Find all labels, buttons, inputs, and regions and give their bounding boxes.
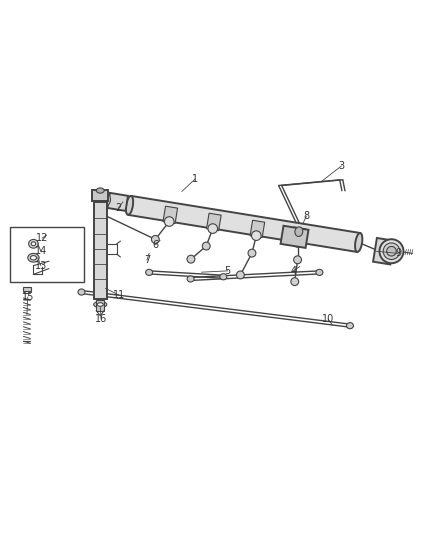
Ellipse shape [387,246,396,256]
Ellipse shape [379,239,403,263]
Ellipse shape [220,274,227,280]
Ellipse shape [101,193,110,206]
Bar [373,238,394,264]
Text: 12: 12 [36,233,48,243]
Ellipse shape [96,188,104,193]
Text: 10: 10 [322,314,334,324]
Bar [107,193,128,211]
Ellipse shape [97,303,103,306]
Ellipse shape [30,256,36,260]
Ellipse shape [383,243,400,260]
Ellipse shape [202,242,210,250]
Text: 2: 2 [116,203,122,213]
Ellipse shape [293,238,302,247]
Text: 14: 14 [35,246,47,256]
Bar [281,226,308,248]
Ellipse shape [316,269,323,276]
Text: 15: 15 [21,292,34,302]
Ellipse shape [248,249,256,257]
Text: 5: 5 [225,266,231,276]
Text: 8: 8 [303,211,309,221]
Bar [250,220,265,238]
Ellipse shape [146,269,152,276]
Text: 7: 7 [144,255,150,265]
Ellipse shape [187,276,194,282]
Ellipse shape [346,322,353,329]
Ellipse shape [355,233,362,252]
Text: 4: 4 [290,266,296,276]
Bar [11,227,84,282]
Ellipse shape [164,217,174,227]
Ellipse shape [78,289,85,295]
Text: 11: 11 [113,290,125,300]
Ellipse shape [291,278,299,286]
Ellipse shape [237,271,244,279]
Ellipse shape [208,224,218,233]
Ellipse shape [187,255,195,263]
Polygon shape [128,196,360,252]
Ellipse shape [28,239,38,248]
Bar [92,190,108,201]
Ellipse shape [295,227,303,237]
Ellipse shape [94,302,107,308]
Bar [291,227,306,245]
Ellipse shape [251,231,261,240]
Bar [207,213,221,231]
Text: 16: 16 [95,314,107,324]
Text: 3: 3 [338,161,344,171]
Ellipse shape [28,253,39,262]
Bar [163,206,177,224]
Bar [23,287,31,291]
Text: 9: 9 [395,248,401,259]
Bar [94,202,107,299]
Bar [96,300,104,311]
Ellipse shape [126,196,133,215]
Ellipse shape [31,242,35,246]
Ellipse shape [152,236,159,243]
Text: 1: 1 [192,174,198,184]
Ellipse shape [293,256,301,264]
Text: 6: 6 [152,240,159,249]
Text: 13: 13 [35,261,47,271]
